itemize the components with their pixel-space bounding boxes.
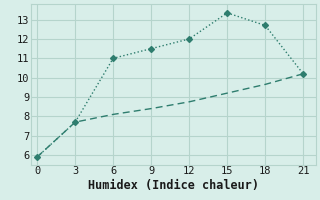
X-axis label: Humidex (Indice chaleur): Humidex (Indice chaleur) <box>88 179 259 192</box>
